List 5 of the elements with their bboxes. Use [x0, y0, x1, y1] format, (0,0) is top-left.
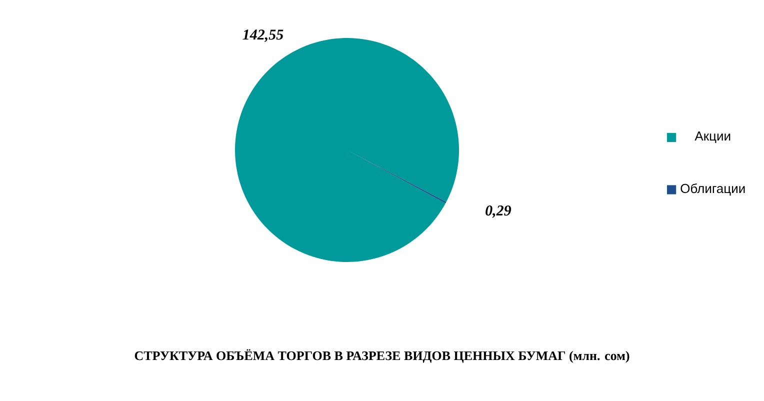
legend-label: Акции	[694, 132, 730, 144]
legend-label: Облигации	[680, 183, 745, 196]
text: СТРУКТУРА ОБЪЁМА ТОРГОВ В РАЗРЕЗЕ ВИДОВ ЦЕННЫХ БУМАГ (млн. сом)	[134, 349, 630, 363]
data-label: 142,55	[242, 30, 284, 42]
data-label: 0,29	[486, 205, 512, 218]
